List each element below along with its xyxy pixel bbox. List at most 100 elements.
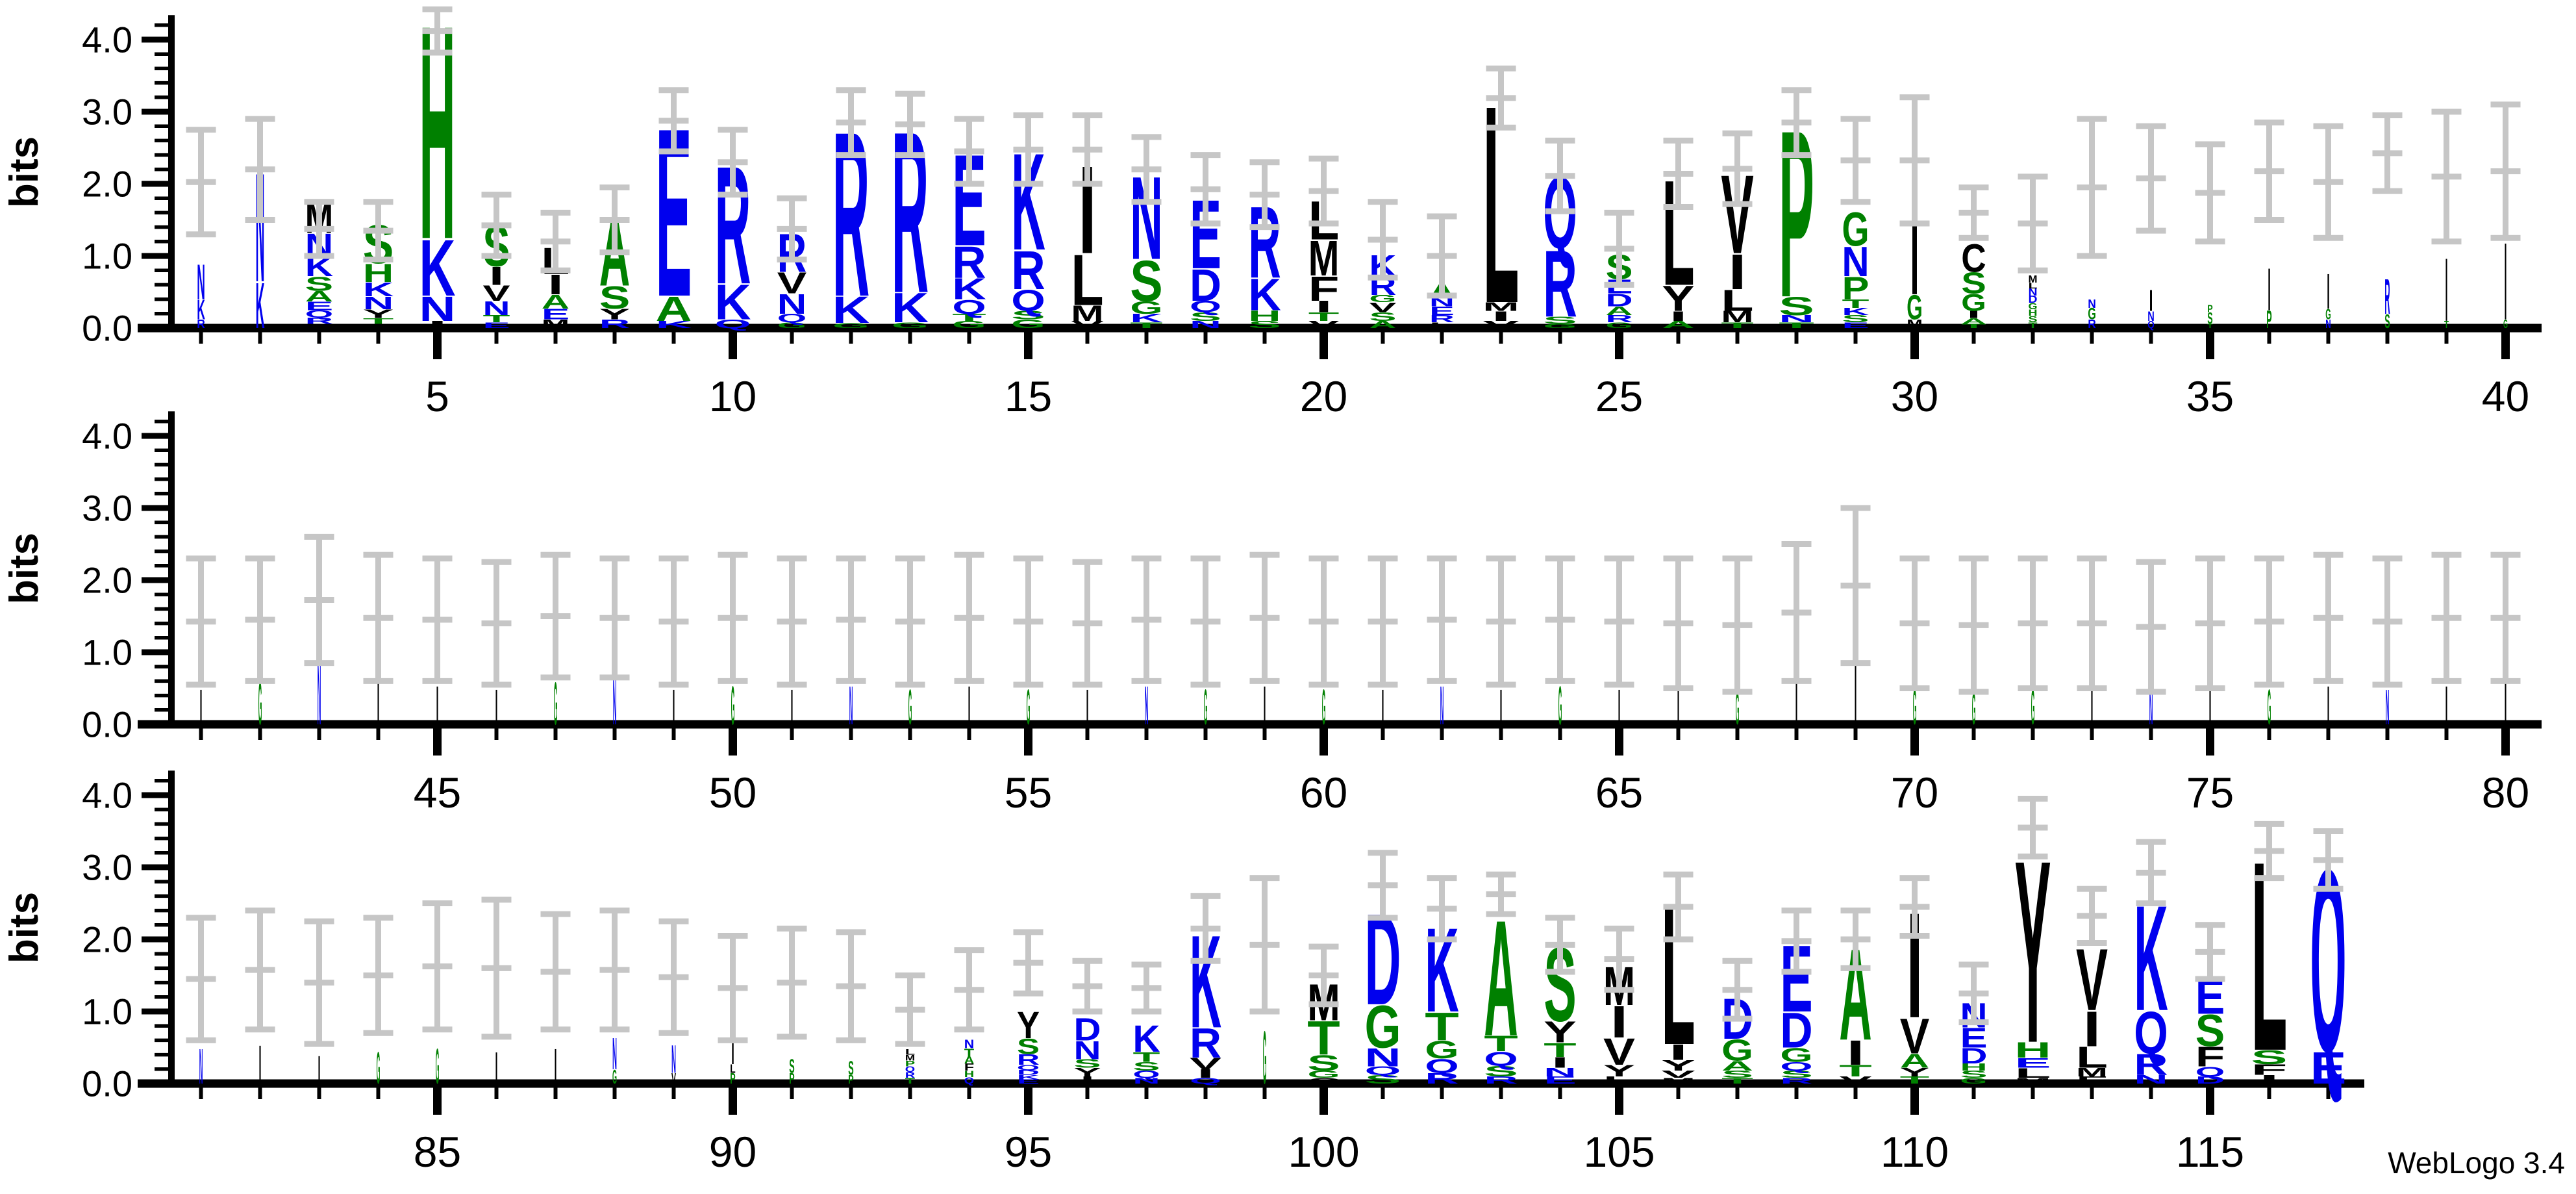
logo-letter: K: [1130, 312, 1162, 325]
logo-letter: I: [436, 674, 439, 736]
logo-stack-pos-89: VN: [671, 1037, 676, 1087]
logo-stack-pos-76: G: [2268, 679, 2271, 735]
logo-letter: K: [1248, 270, 1281, 320]
error-bar: [954, 552, 984, 684]
error-bar: [836, 555, 866, 684]
logo-letter: G: [1721, 1033, 1753, 1067]
error-bar: [1190, 893, 1221, 964]
logo-letter: I: [369, 323, 386, 329]
error-bar: [1072, 112, 1103, 187]
logo-letter: H: [363, 259, 394, 288]
logo-stack-pos-63: I: [1500, 679, 1503, 735]
error-bar: [2195, 555, 2225, 691]
logo-letter: K: [656, 319, 692, 330]
error-bar: [658, 87, 689, 155]
logo-letter: G: [1972, 684, 1976, 734]
logo-letter: T: [1779, 321, 1814, 330]
logo-stack-pos-69: I: [1855, 647, 1857, 743]
error-bar: [1072, 958, 1103, 1015]
error-bar: [2254, 555, 2284, 688]
logo-letter: E: [1842, 321, 1869, 330]
logo-letter: S: [599, 280, 631, 316]
error-bar: [1663, 555, 1694, 691]
x-tick-label: 50: [709, 768, 757, 817]
logo-letter: D: [1074, 1011, 1101, 1047]
logo-letter: E: [1544, 1074, 1576, 1086]
logo-letter: N: [483, 297, 510, 320]
error-bar: [895, 90, 925, 159]
logo-stack-pos-64: G: [1558, 674, 1562, 736]
logo-stack-pos-48: N: [613, 666, 617, 739]
error-bar: [718, 127, 748, 198]
logo-stack-pos-38: SR: [2384, 268, 2390, 333]
y-tick-label: 0.0: [82, 704, 132, 745]
logo-letter: V: [1839, 1074, 1872, 1086]
logo-letter: V: [1483, 319, 1519, 330]
logo-letter: A: [1662, 319, 1694, 330]
logo-letter: L: [2029, 281, 2038, 290]
logo-letter: A: [964, 1054, 974, 1065]
logo-stack-pos-80: I: [2505, 670, 2507, 737]
logo-letter: S: [1543, 315, 1577, 326]
logo-letter: S: [1307, 1050, 1340, 1075]
logo-stack-pos-30: MGI: [1907, 203, 1923, 331]
logo-letter: S: [848, 1057, 853, 1080]
logo-letter: S: [1130, 249, 1162, 314]
error-bar: [1899, 94, 1930, 227]
weblogo-version-label: WebLogo 3.4: [2388, 1146, 2565, 1180]
logo-letter: Q: [1365, 1064, 1401, 1078]
logo-letter: R: [2134, 1048, 2168, 1082]
logo-letter: Q: [715, 318, 751, 331]
logo-letter: H: [964, 1069, 974, 1080]
error-bar: [1958, 961, 1989, 1026]
logo-letter: N: [197, 254, 205, 310]
logo-letter: K: [256, 270, 265, 342]
logo-letter: N: [2147, 309, 2155, 324]
logo-stack-pos-65: I: [1618, 679, 1621, 735]
logo-letter: K: [892, 285, 929, 331]
logo-letter: R: [305, 316, 333, 326]
logo-letter: I: [731, 1037, 734, 1071]
error-bar: [1486, 871, 1516, 917]
error-bar: [2136, 839, 2166, 906]
error-bar: [599, 184, 630, 255]
logo-letter: D: [1190, 260, 1221, 311]
logo-stack-pos-9: KAE: [656, 79, 692, 347]
logo-letter: T: [1900, 1074, 1930, 1086]
error-bar: [658, 918, 689, 1036]
logo-letter: Y: [1900, 1065, 1930, 1079]
logo-stack-pos-54: I: [968, 674, 971, 736]
logo-letter: T: [1842, 297, 1869, 311]
error-bar: [1368, 850, 1398, 921]
logo-letter: F: [1308, 269, 1340, 308]
x-tick-label: 15: [1005, 372, 1052, 420]
logo-letter: V: [777, 266, 807, 300]
error-bar: [954, 116, 984, 187]
logo-letter: S: [1074, 1057, 1101, 1071]
logo-letter: G: [1204, 679, 1208, 735]
logo-letter: T: [1425, 1004, 1459, 1049]
logo-letter: G: [1842, 202, 1869, 256]
logo-letter: Y: [1661, 1057, 1695, 1074]
logo-letter: M: [542, 318, 569, 331]
logo-letter: S: [1011, 309, 1045, 322]
logo-stack-pos-39: TI: [2444, 240, 2449, 340]
logo-letter: Q: [777, 312, 807, 325]
logo-letter: N: [2325, 318, 2331, 331]
error-bar: [1013, 929, 1044, 997]
logo-stack-pos-58: G: [1204, 679, 1208, 735]
logo-letter: M: [1721, 308, 1753, 325]
y-axis-label: bits: [2, 136, 47, 208]
logo-letter: R: [1484, 1074, 1518, 1086]
x-tick-label: 65: [1595, 768, 1643, 817]
logo-letter: K: [1017, 1074, 1040, 1080]
logo-letter: Q: [905, 1065, 915, 1074]
logo-letter: H: [2029, 308, 2038, 318]
logo-letter: G: [1907, 288, 1923, 327]
logo-letter: G: [1365, 994, 1401, 1061]
y-axis-label: bits: [2, 533, 47, 604]
